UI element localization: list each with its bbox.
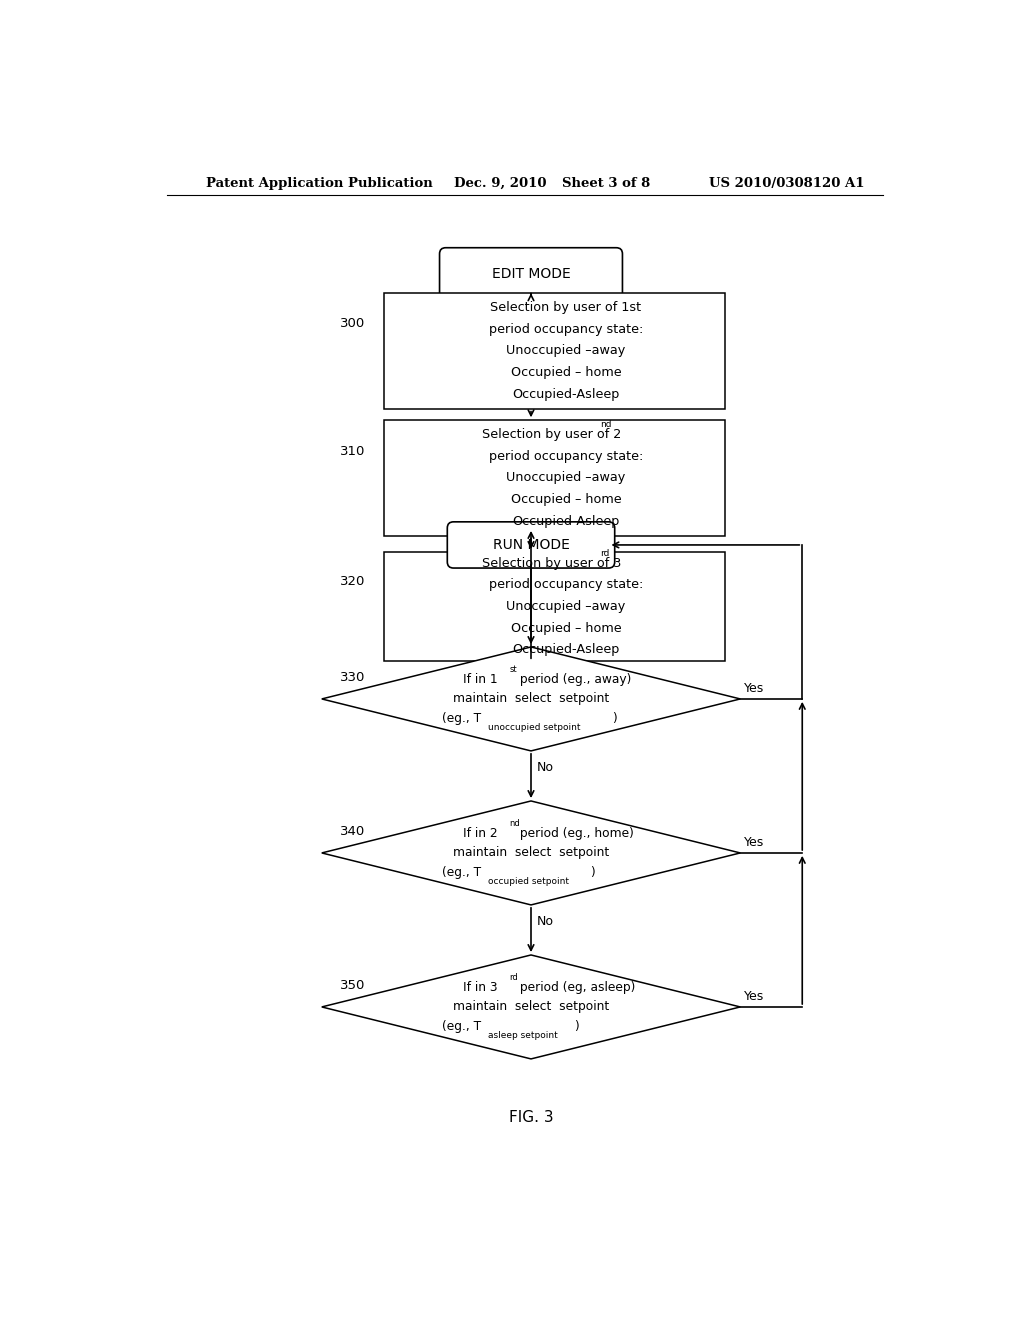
- Text: ): ): [612, 711, 617, 725]
- Text: 340: 340: [340, 825, 366, 838]
- Polygon shape: [322, 647, 740, 751]
- Text: Occupied-Asleep: Occupied-Asleep: [512, 388, 620, 400]
- Text: Selection by user of 1st: Selection by user of 1st: [490, 301, 641, 314]
- Bar: [384, 552, 725, 661]
- Polygon shape: [322, 954, 740, 1059]
- Text: If in 3: If in 3: [463, 981, 498, 994]
- Text: 320: 320: [340, 576, 366, 589]
- Text: period (eg., home): period (eg., home): [515, 828, 634, 841]
- Text: Unoccupied –away: Unoccupied –away: [506, 471, 626, 484]
- Text: Occupied – home: Occupied – home: [511, 492, 622, 506]
- Text: maintain  select  setpoint: maintain select setpoint: [453, 846, 609, 859]
- Text: FIG. 3: FIG. 3: [509, 1110, 553, 1125]
- Text: Dec. 9, 2010: Dec. 9, 2010: [454, 177, 546, 190]
- Text: asleep setpoint: asleep setpoint: [488, 1031, 558, 1040]
- Text: nd: nd: [600, 420, 611, 429]
- Text: occupied setpoint: occupied setpoint: [488, 876, 569, 886]
- Text: Yes: Yes: [744, 682, 764, 696]
- Text: US 2010/0308120 A1: US 2010/0308120 A1: [710, 177, 864, 190]
- FancyBboxPatch shape: [447, 521, 614, 568]
- Polygon shape: [322, 801, 740, 906]
- Text: period occupancy state:: period occupancy state:: [488, 323, 643, 335]
- Text: Selection by user of 2: Selection by user of 2: [482, 428, 622, 441]
- Text: maintain  select  setpoint: maintain select setpoint: [453, 1001, 609, 1014]
- Text: (eg., T: (eg., T: [442, 711, 481, 725]
- Bar: [384, 420, 725, 536]
- Text: Selection by user of 3: Selection by user of 3: [482, 557, 622, 570]
- Text: st: st: [509, 665, 517, 675]
- Text: period occupancy state:: period occupancy state:: [488, 450, 643, 463]
- Text: ): ): [573, 1019, 579, 1032]
- Text: period (eg, asleep): period (eg, asleep): [515, 981, 635, 994]
- Text: No: No: [538, 762, 554, 775]
- Text: Unoccupied –away: Unoccupied –away: [506, 601, 626, 612]
- FancyBboxPatch shape: [439, 248, 623, 300]
- Text: unoccupied setpoint: unoccupied setpoint: [488, 723, 581, 731]
- Text: Occupied-Asleep: Occupied-Asleep: [512, 643, 620, 656]
- Text: Occupied – home: Occupied – home: [511, 622, 622, 635]
- Text: Sheet 3 of 8: Sheet 3 of 8: [562, 177, 650, 190]
- Text: period (eg., away): period (eg., away): [515, 673, 631, 686]
- Text: 310: 310: [340, 445, 366, 458]
- Text: 330: 330: [340, 671, 366, 684]
- Text: Yes: Yes: [744, 990, 764, 1003]
- Text: If in 2: If in 2: [463, 828, 498, 841]
- Text: nd: nd: [509, 820, 520, 828]
- Text: 350: 350: [340, 979, 366, 991]
- Text: (eg., T: (eg., T: [442, 866, 481, 879]
- Text: 300: 300: [340, 317, 366, 330]
- Text: Yes: Yes: [744, 837, 764, 850]
- Text: Occupied-Asleep: Occupied-Asleep: [512, 515, 620, 528]
- Bar: [384, 293, 725, 409]
- Text: (eg., T: (eg., T: [442, 1019, 481, 1032]
- Text: rd: rd: [600, 549, 609, 558]
- Text: period occupancy state:: period occupancy state:: [488, 578, 643, 591]
- Text: RUN MODE: RUN MODE: [493, 539, 569, 552]
- Text: maintain  select  setpoint: maintain select setpoint: [453, 693, 609, 705]
- Text: Occupied – home: Occupied – home: [511, 366, 622, 379]
- Text: Patent Application Publication: Patent Application Publication: [206, 177, 432, 190]
- Text: EDIT MODE: EDIT MODE: [492, 267, 570, 281]
- Text: No: No: [538, 915, 554, 928]
- Text: ): ): [590, 866, 595, 879]
- Text: rd: rd: [509, 973, 518, 982]
- Text: If in 1: If in 1: [463, 673, 498, 686]
- Text: Unoccupied –away: Unoccupied –away: [506, 345, 626, 358]
